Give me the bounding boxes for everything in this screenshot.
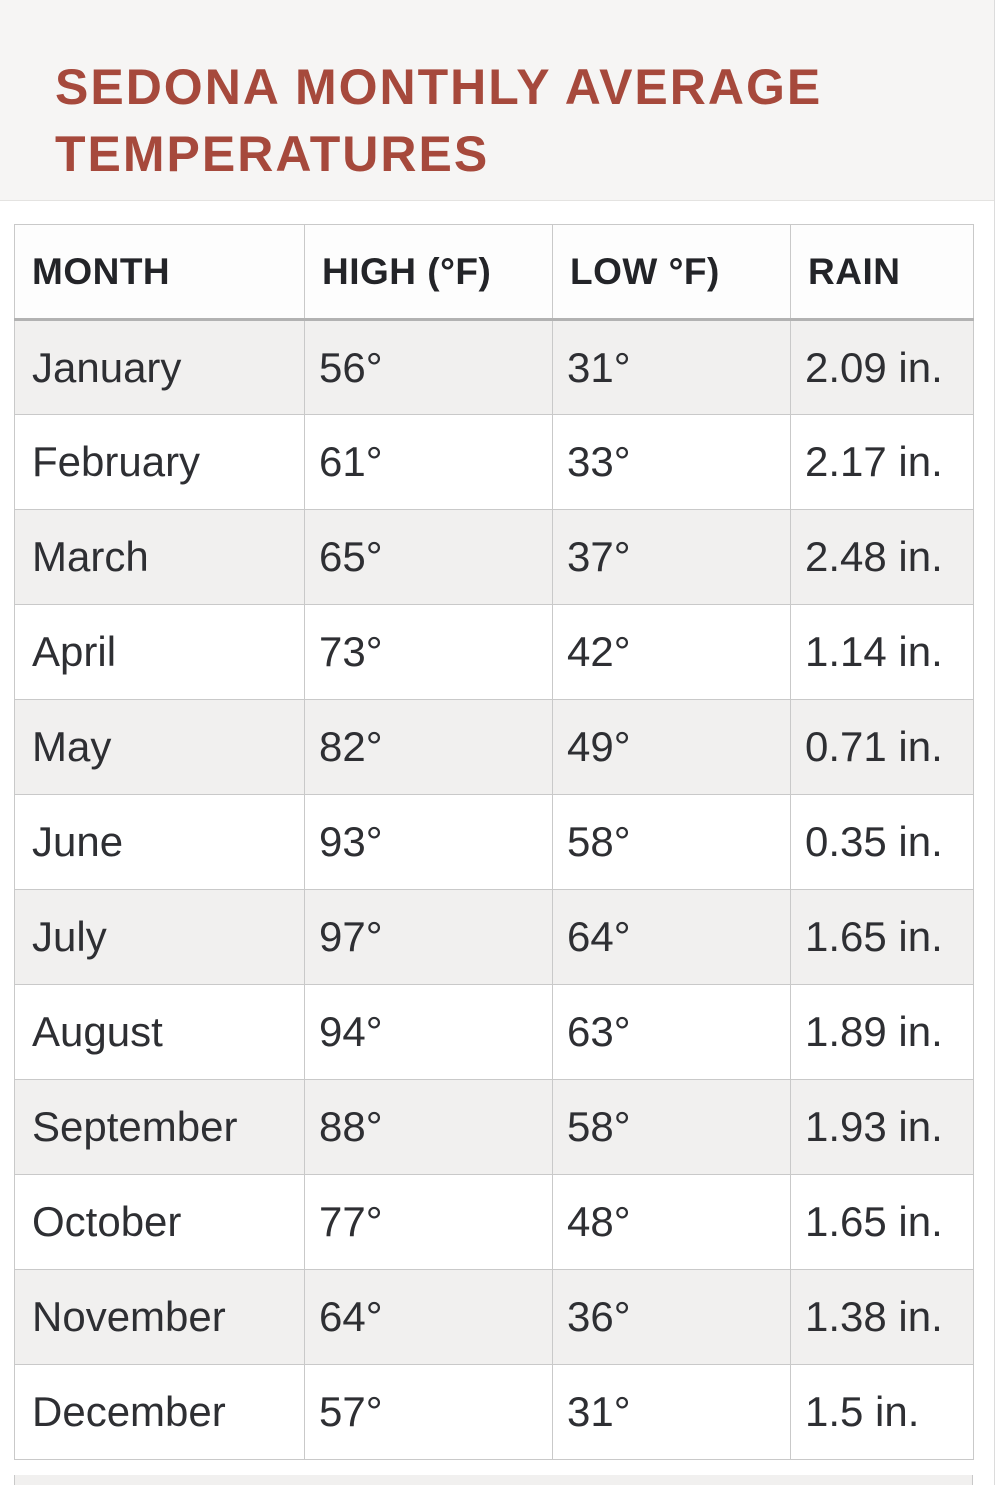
cell-month: June <box>14 794 305 890</box>
cell-low: 49° <box>552 699 791 795</box>
table-row: November 64° 36° 1.38 in. <box>14 1269 974 1365</box>
page-edge-scroll-track <box>994 0 1000 1485</box>
table-row: May 82° 49° 0.71 in. <box>14 699 974 795</box>
cell-low: 58° <box>552 1079 791 1175</box>
cell-rain: 1.65 in. <box>790 1174 974 1270</box>
cell-rain: 2.09 in. <box>790 319 974 415</box>
table-row: March 65° 37° 2.48 in. <box>14 509 974 605</box>
col-header-low: LOW °F) <box>552 224 791 321</box>
temperatures-table: MONTH HIGH (°F) LOW °F) RAIN January 56°… <box>14 224 974 1460</box>
cell-month: January <box>14 319 305 415</box>
cell-high: 56° <box>304 319 553 415</box>
cell-rain: 1.93 in. <box>790 1079 974 1175</box>
cell-high: 65° <box>304 509 553 605</box>
table-row: February 61° 33° 2.17 in. <box>14 414 974 510</box>
cell-high: 61° <box>304 414 553 510</box>
cell-month: July <box>14 889 305 985</box>
table-row: December 57° 31° 1.5 in. <box>14 1364 974 1460</box>
cell-month: November <box>14 1269 305 1365</box>
title-band: SEDONA MONTHLY AVERAGE TEMPERATURES <box>0 0 994 201</box>
cell-rain: 0.71 in. <box>790 699 974 795</box>
cutoff-next-row-strip <box>14 1475 973 1485</box>
cell-high: 64° <box>304 1269 553 1365</box>
cell-month: April <box>14 604 305 700</box>
cell-high: 97° <box>304 889 553 985</box>
cell-month: October <box>14 1174 305 1270</box>
cell-month: December <box>14 1364 305 1460</box>
page-title: SEDONA MONTHLY AVERAGE TEMPERATURES <box>55 58 823 182</box>
cell-low: 36° <box>552 1269 791 1365</box>
cell-high: 93° <box>304 794 553 890</box>
cell-month: March <box>14 509 305 605</box>
cell-month: September <box>14 1079 305 1175</box>
cell-low: 63° <box>552 984 791 1080</box>
cell-rain: 1.38 in. <box>790 1269 974 1365</box>
cell-high: 88° <box>304 1079 553 1175</box>
cell-month: May <box>14 699 305 795</box>
table-row: August 94° 63° 1.89 in. <box>14 984 974 1080</box>
table-row: June 93° 58° 0.35 in. <box>14 794 974 890</box>
cell-rain: 2.17 in. <box>790 414 974 510</box>
cell-rain: 0.35 in. <box>790 794 974 890</box>
table-row: October 77° 48° 1.65 in. <box>14 1174 974 1270</box>
cell-low: 64° <box>552 889 791 985</box>
cell-rain: 1.89 in. <box>790 984 974 1080</box>
cell-low: 31° <box>552 1364 791 1460</box>
cell-rain: 2.48 in. <box>790 509 974 605</box>
cell-rain: 1.65 in. <box>790 889 974 985</box>
cell-rain: 1.14 in. <box>790 604 974 700</box>
table-row: September 88° 58° 1.93 in. <box>14 1079 974 1175</box>
table-header: MONTH HIGH (°F) LOW °F) RAIN <box>14 224 974 321</box>
cell-high: 73° <box>304 604 553 700</box>
cell-rain: 1.5 in. <box>790 1364 974 1460</box>
cell-month: August <box>14 984 305 1080</box>
cell-low: 31° <box>552 319 791 415</box>
cell-high: 77° <box>304 1174 553 1270</box>
cell-high: 94° <box>304 984 553 1080</box>
cell-high: 82° <box>304 699 553 795</box>
cell-high: 57° <box>304 1364 553 1460</box>
table-row: July 97° 64° 1.65 in. <box>14 889 974 985</box>
cell-low: 37° <box>552 509 791 605</box>
table-row: January 56° 31° 2.09 in. <box>14 319 974 415</box>
table-body: January 56° 31° 2.09 in. February 61° 33… <box>14 319 974 1460</box>
col-header-high: HIGH (°F) <box>304 224 553 321</box>
col-header-month: MONTH <box>14 224 305 321</box>
cell-month: February <box>14 414 305 510</box>
cell-low: 42° <box>552 604 791 700</box>
cell-low: 33° <box>552 414 791 510</box>
cell-low: 48° <box>552 1174 791 1270</box>
cell-low: 58° <box>552 794 791 890</box>
header-row: MONTH HIGH (°F) LOW °F) RAIN <box>14 224 974 321</box>
col-header-rain: RAIN <box>790 224 974 321</box>
table-row: April 73° 42° 1.14 in. <box>14 604 974 700</box>
